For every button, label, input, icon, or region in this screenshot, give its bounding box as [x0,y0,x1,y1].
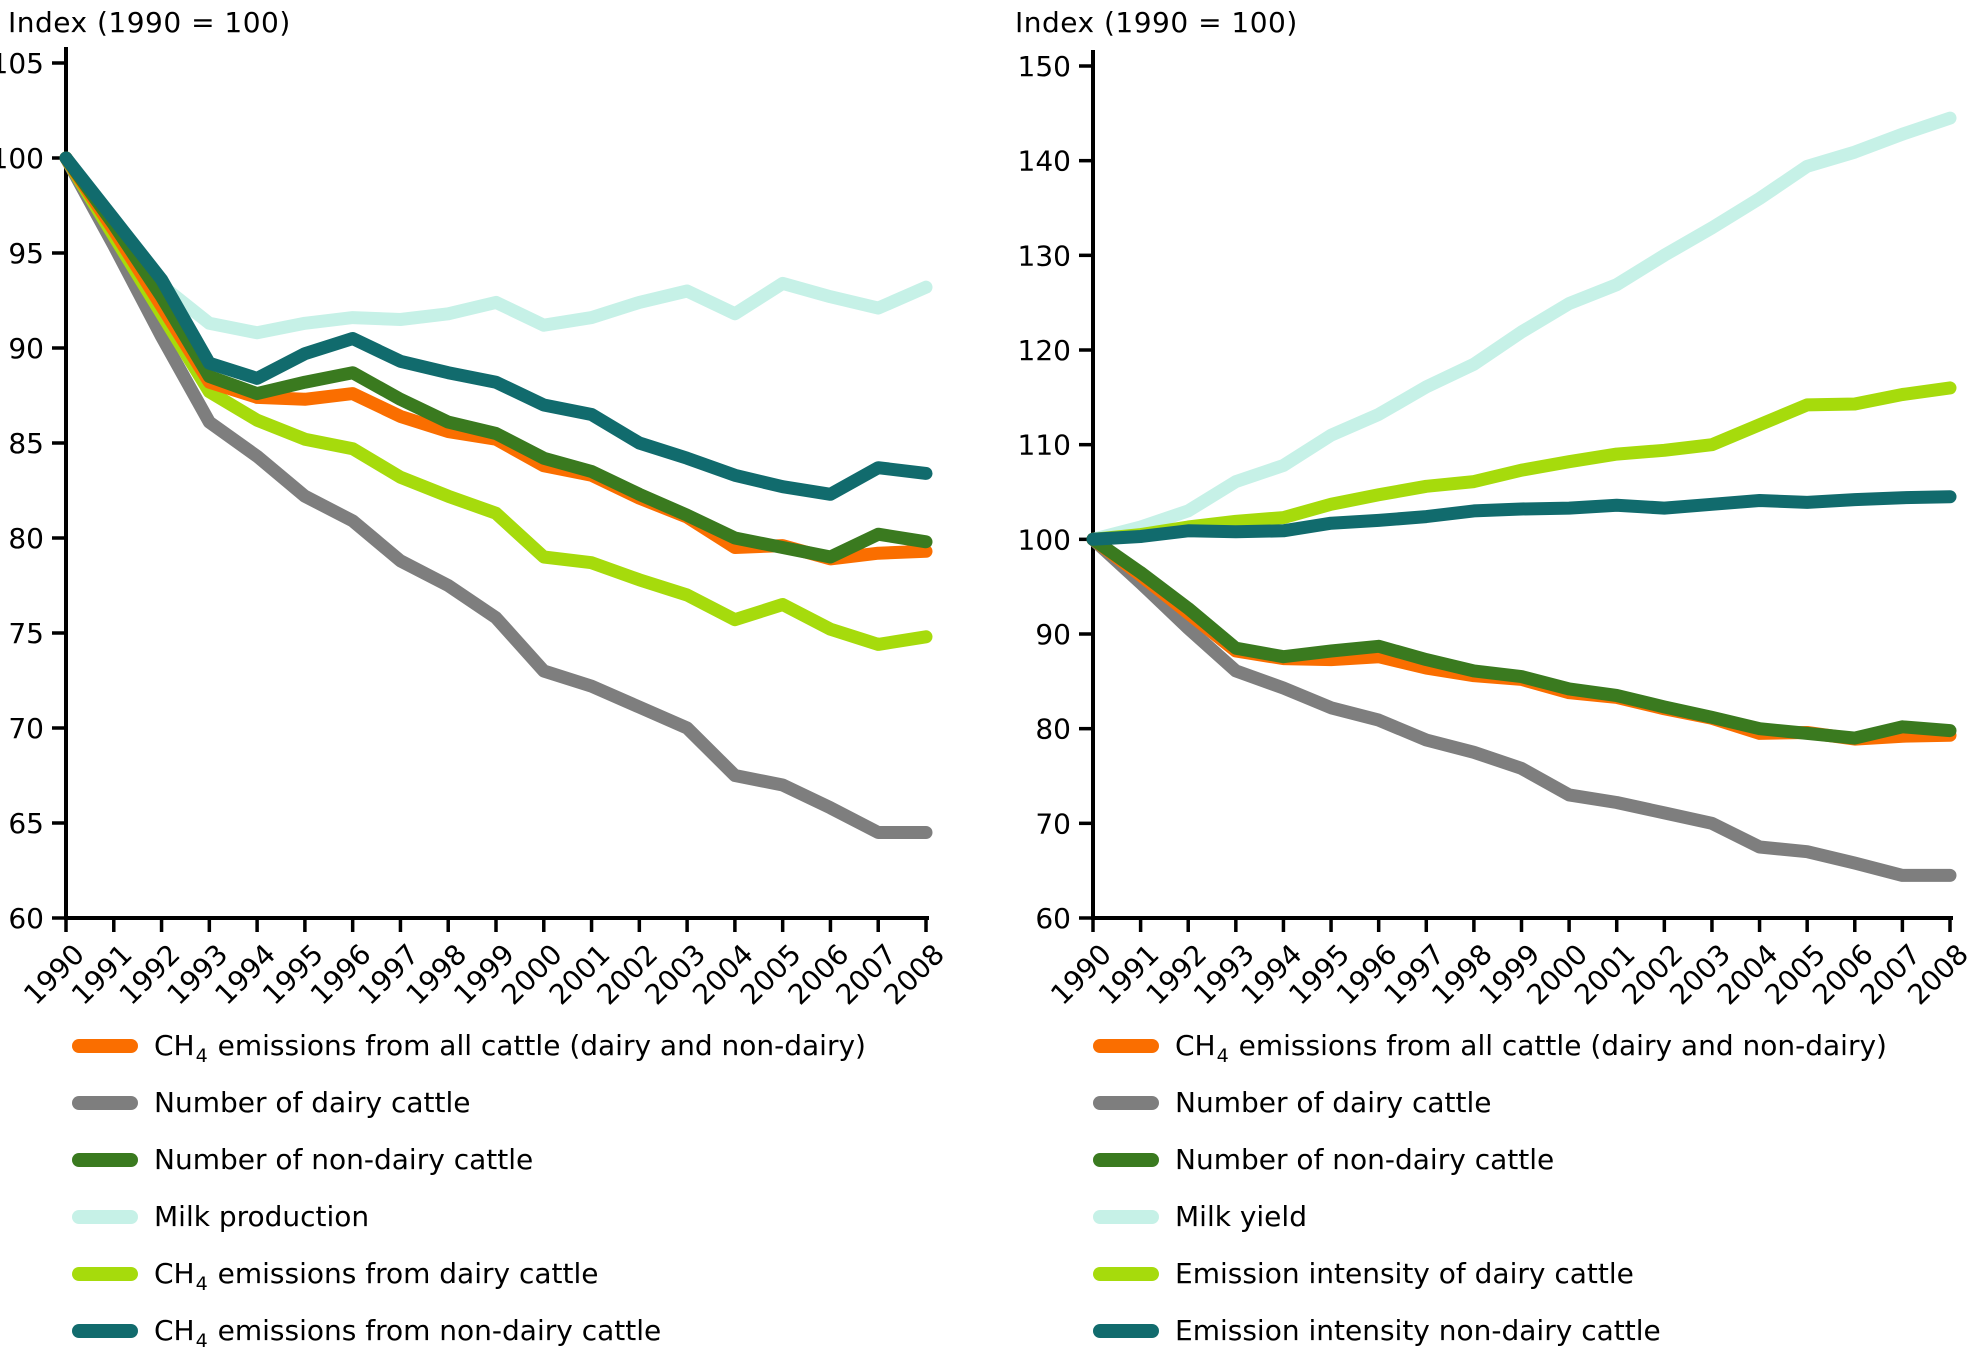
legend-label-emission-intensity-dairy: Emission intensity of dairy cattle [1175,1257,1634,1290]
legend-swatch-milk-yield [1093,1210,1159,1224]
legend-swatch-number-non-dairy-cattle [1093,1153,1159,1167]
y-axis-ticks: 105 100 95 90 85 80 75 70 65 60 [0,47,66,935]
legend-label-ch4-all-cattle: CH4 emissions from all cattle (dairy and… [1175,1029,1887,1068]
y-tick-label: 75 [8,617,44,650]
legend-swatch-ch4-dairy-cattle [72,1267,138,1281]
series-line-milk-production [59,151,933,340]
legend-label-ch4-dairy-cattle: CH4 emissions from dairy cattle [154,1257,599,1296]
legend-label-milk-production: Milk production [154,1200,370,1233]
series-line-ch4-non-dairy-cattle [59,151,933,501]
y-tick-label: 105 [0,47,44,80]
y-tick-label: 150 [1018,50,1071,83]
legend-swatch-ch4-all-cattle [72,1039,138,1053]
legend-item-emission-intensity-non-dairy: Emission intensity non-dairy cattle [1093,1313,1661,1349]
legend-label-subscript: 4 [195,1273,208,1296]
legend-item-number-non-dairy-cattle: Number of non-dairy cattle [72,1142,533,1178]
legend-swatch-milk-production [72,1210,138,1224]
legend-label-number-dairy-cattle: Number of dairy cattle [154,1086,471,1119]
y-tick-label: 90 [1035,618,1071,651]
y-tick-label: 85 [8,427,44,460]
series-line-emission-intensity-non-dairy [1086,490,1957,546]
right-chart-plot: 150 140 130 120 110 100 90 80 70 6019901991199219… [1018,50,1975,1005]
legend-swatch-number-non-dairy-cattle [72,1153,138,1167]
y-tick-label: 110 [1018,429,1071,462]
legend-item-ch4-all-cattle: CH4 emissions from all cattle (dairy and… [72,1028,866,1068]
left-chart-title: Index (1990 = 100) [8,6,291,39]
legend-item-number-non-dairy-cattle: Number of non-dairy cattle [1093,1142,1554,1178]
legend-item-number-dairy-cattle: Number of dairy cattle [1093,1085,1491,1121]
y-tick-label: 140 [1018,145,1071,178]
legend-swatch-ch4-non-dairy-cattle [72,1324,138,1338]
legend-swatch-emission-intensity-dairy [1093,1267,1159,1281]
legend-swatch-ch4-all-cattle [1093,1039,1159,1053]
series-line-milk-yield [1086,111,1957,546]
series-line-emission-intensity-dairy [1086,381,1957,546]
legend-item-milk-yield: Milk yield [1093,1199,1307,1235]
series-line-number-dairy-cattle [1086,532,1957,882]
series-line-number-non-dairy-cattle [1086,532,1957,745]
legend-label-number-non-dairy-cattle: Number of non-dairy cattle [1175,1143,1555,1176]
y-tick-label: 80 [1035,713,1071,746]
legend-item-ch4-dairy-cattle: CH4 emissions from dairy cattle [72,1256,599,1296]
legend-label-subscript: 4 [195,1045,208,1068]
legend-label-emission-intensity-non-dairy: Emission intensity non-dairy cattle [1175,1314,1661,1347]
left-chart-plot: 105 100 95 90 85 80 75 70 65 60199019911992199319… [0,47,951,1005]
legend-label-subscript: 4 [1216,1045,1229,1068]
right-chart-title: Index (1990 = 100) [1015,6,1298,39]
y-axis-ticks: 150 140 130 120 110 100 90 80 70 60 [1018,50,1093,935]
x-axis-ticks: 1990199119921993199419951996199719981999… [1044,918,1975,1005]
series-line-number-non-dairy-cattle [59,151,933,564]
series-line-ch4-dairy-cattle [59,151,933,651]
y-tick-label: 60 [1035,902,1071,935]
right-chart-panel: Index (1990 = 100) 150 140 130 120 110 100 90 8… [989,0,1977,1353]
y-tick-label: 60 [8,902,44,935]
legend-item-milk-production: Milk production [72,1199,369,1235]
y-tick-label: 80 [8,522,44,555]
series-lines [1086,111,1957,882]
legend-label-number-dairy-cattle: Number of dairy cattle [1175,1086,1492,1119]
y-tick-label: 95 [8,237,44,270]
y-tick-label: 90 [8,332,44,365]
y-tick-label: 100 [1018,523,1071,556]
legend-label-subscript: 4 [195,1330,208,1353]
legend-item-number-dairy-cattle: Number of dairy cattle [72,1085,470,1121]
legend-item-ch4-all-cattle: CH4 emissions from all cattle (dairy and… [1093,1028,1887,1068]
x-axis-ticks: 1990199119921993199419951996199719981999… [17,918,951,1005]
legend-swatch-number-dairy-cattle [72,1096,138,1110]
y-tick-label: 70 [8,712,44,745]
legend-swatch-emission-intensity-non-dairy [1093,1324,1159,1338]
legend-item-emission-intensity-dairy: Emission intensity of dairy cattle [1093,1256,1634,1292]
series-line-number-dairy-cattle [59,151,933,839]
left-chart-panel: Index (1990 = 100) 105 100 95 90 85 80 75 70 65 6… [0,0,988,1353]
series-lines [59,151,933,839]
legend-item-ch4-non-dairy-cattle: CH4 emissions from non-dairy cattle [72,1313,662,1353]
y-tick-label: 100 [0,142,44,175]
legend-swatch-number-dairy-cattle [1093,1096,1159,1110]
legend-label-number-non-dairy-cattle: Number of non-dairy cattle [154,1143,534,1176]
legend-label-milk-yield: Milk yield [1175,1200,1307,1233]
legend-label-ch4-non-dairy-cattle: CH4 emissions from non-dairy cattle [154,1314,662,1353]
y-tick-label: 130 [1018,239,1071,272]
y-tick-label: 65 [8,807,44,840]
y-tick-label: 70 [1035,807,1071,840]
y-tick-label: 120 [1018,334,1071,367]
legend-label-ch4-all-cattle: CH4 emissions from all cattle (dairy and… [154,1029,866,1068]
